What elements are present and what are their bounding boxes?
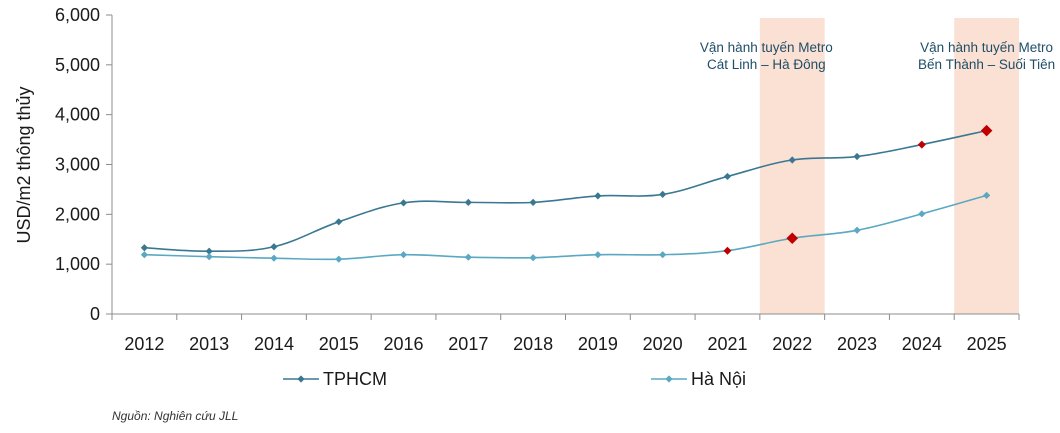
data-point-1-2025 [983, 191, 991, 199]
data-point-0-2020 [659, 190, 667, 198]
annotation-0-line-0: Vận hành tuyến Metro [700, 40, 833, 55]
x-tick-label: 2018 [513, 334, 553, 354]
legend-marker-1 [665, 375, 673, 383]
data-point-1-2015 [335, 255, 343, 263]
data-point-1-2012 [140, 251, 148, 259]
x-tick-label: 2017 [448, 334, 488, 354]
x-tick-label: 2022 [772, 334, 812, 354]
data-point-0-2013 [205, 247, 213, 255]
legend-label-0: TPHCM [323, 369, 387, 389]
x-tick-label: 2015 [319, 334, 359, 354]
data-point-0-2022 [788, 156, 796, 164]
data-point-1-2023 [853, 226, 861, 234]
data-point-1-2019 [594, 251, 602, 259]
data-point-0-2012 [140, 244, 148, 252]
y-tick-label: 5,000 [55, 55, 100, 75]
legend: TPHCM Hà Nội [283, 369, 746, 389]
data-point-1-2018 [529, 254, 537, 262]
shaded-bands [759, 18, 1019, 314]
data-point-1-2016 [399, 251, 408, 259]
data-point-1-2022 [786, 232, 799, 245]
series-lines [144, 129, 987, 261]
y-tick-label: 6,000 [55, 5, 100, 25]
data-point-0-2017 [464, 198, 472, 206]
y-tick-label: 1,000 [55, 254, 100, 274]
shaded-band-2022 [759, 18, 825, 314]
data-point-0-2019 [594, 192, 602, 200]
legend-label-1: Hà Nội [691, 369, 746, 389]
x-tick-label: 2014 [254, 334, 294, 354]
x-tick-label: 2012 [124, 334, 164, 354]
data-point-0-2018 [529, 198, 537, 206]
data-point-1-2013 [205, 253, 213, 261]
x-tick-label: 2019 [578, 334, 618, 354]
series-line-1 [144, 194, 987, 261]
data-point-0-2025 [980, 124, 993, 137]
data-point-0-2024 [917, 140, 926, 149]
annotation-1-line-1: Bến Thành – Suối Tiên [918, 57, 1055, 72]
y-tick-label: 0 [90, 304, 100, 324]
x-tick-label: 2025 [967, 334, 1007, 354]
series-line-0 [144, 129, 987, 253]
data-point-0-2016 [399, 199, 408, 207]
y-tick-labels: 0 1,000 2,000 3,000 4,000 5,000 6,000 [55, 5, 100, 324]
x-tick-label: 2021 [707, 334, 747, 354]
data-point-0-2014 [270, 243, 278, 251]
x-tick-label: 2023 [837, 334, 877, 354]
series-markers [140, 124, 993, 263]
annotations: Vận hành tuyến Metro Cát Linh – Hà Đông Vậ… [700, 40, 1055, 72]
annotation-1-line-0: Vận hành tuyến Metro [920, 40, 1053, 55]
data-point-0-2021 [723, 172, 732, 181]
data-point-0-2023 [853, 152, 861, 161]
annotation-0-line-1: Cát Linh – Hà Đông [707, 57, 826, 72]
x-tick-label: 2024 [902, 334, 942, 354]
x-tick-label: 2013 [189, 334, 229, 354]
data-point-1-2020 [659, 251, 667, 259]
x-tick-labels: 2012 2013 2014 2015 2016 2017 2018 2019 2020 2021… [124, 334, 1006, 354]
legend-marker-0 [297, 375, 305, 383]
x-tick-label: 2020 [643, 334, 683, 354]
data-point-1-2024 [918, 210, 926, 218]
source-note: Nguồn: Nghiên cứu JLL [112, 409, 239, 423]
y-tick-label: 2,000 [55, 204, 100, 224]
data-point-1-2014 [270, 254, 278, 262]
axes [106, 14, 1020, 320]
y-tick-label: 3,000 [55, 155, 100, 175]
data-point-1-2017 [464, 253, 472, 261]
data-point-1-2021 [723, 246, 732, 255]
y-tick-label: 4,000 [55, 105, 100, 125]
shaded-band-2025 [954, 18, 1019, 314]
data-point-0-2015 [335, 218, 343, 226]
y-axis-label: USD/m2 thông thủy [14, 86, 34, 243]
x-tick-label: 2016 [384, 334, 424, 354]
